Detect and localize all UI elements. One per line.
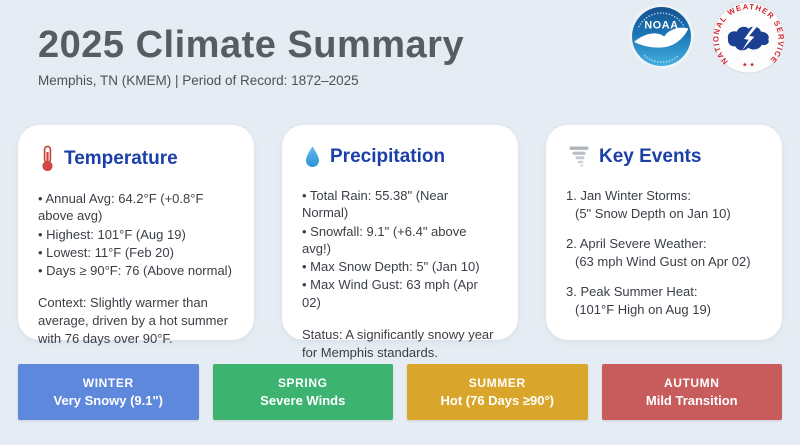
key-events-card: Key Events 1. Jan Winter Storms: (5" Sno…: [546, 125, 782, 340]
tornado-icon: [568, 145, 590, 169]
temperature-bullet: • Days ≥ 90°F: 76 (Above normal): [38, 263, 232, 279]
temperature-list: • Annual Avg: 64.2°F (+0.8°F above avg) •…: [38, 190, 234, 279]
winter-bar: WINTER Very Snowy (9.1"): [18, 364, 199, 420]
precipitation-bullet: • Max Snow Depth: 5" (Jan 10): [302, 259, 480, 275]
season-bars: WINTER Very Snowy (9.1") SPRING Severe W…: [18, 364, 782, 420]
nws-stars: ★ ★: [742, 62, 755, 69]
season-name: AUTUMN: [663, 376, 720, 390]
season-name: WINTER: [82, 376, 134, 390]
season-description: Hot (76 Days ≥90°): [440, 393, 554, 408]
key-events-card-header: Key Events: [568, 145, 762, 169]
temperature-bullet: • Annual Avg: 64.2°F (+0.8°F above avg): [38, 191, 204, 224]
summer-bar: SUMMER Hot (76 Days ≥90°): [407, 364, 588, 420]
precipitation-bullet: • Total Rain: 55.38" (Near Normal): [302, 188, 449, 221]
event-item: 3. Peak Summer Heat: (101°F High on Aug …: [566, 283, 762, 318]
temperature-card-header: Temperature: [40, 145, 234, 172]
season-description: Very Snowy (9.1"): [53, 393, 163, 408]
thermometer-icon: [40, 145, 55, 172]
precipitation-list: • Total Rain: 55.38" (Near Normal) • Snow…: [302, 187, 498, 311]
event-item: 1. Jan Winter Storms: (5" Snow Depth on …: [566, 187, 762, 222]
summary-cards: Temperature • Annual Avg: 64.2°F (+0.8°F…: [18, 125, 782, 360]
event-detail: (101°F High on Aug 19): [575, 301, 712, 317]
page-title: 2025 Climate Summary: [38, 24, 465, 66]
noaa-logo-text: NOAA: [644, 19, 678, 31]
event-title: 2. April Severe Weather:: [566, 236, 707, 252]
precipitation-bullet: • Snowfall: 9.1" (+6.4" above avg!): [302, 223, 467, 256]
temperature-card-title: Temperature: [64, 147, 178, 169]
autumn-bar: AUTUMN Mild Transition: [601, 364, 782, 420]
spring-bar: SPRING Severe Winds: [212, 364, 393, 420]
season-name: SUMMER: [468, 376, 526, 390]
temperature-bullet: • Lowest: 11°F (Feb 20): [38, 244, 174, 260]
event-detail: (63 mph Wind Gust on Apr 02): [575, 253, 751, 269]
season-description: Severe Winds: [260, 393, 346, 408]
key-events-list: 1. Jan Winter Storms: (5" Snow Depth on …: [566, 187, 762, 318]
precipitation-card-header: Precipitation: [304, 145, 498, 169]
event-title: 1. Jan Winter Storms:: [566, 188, 691, 203]
temperature-context: Context: Slightly warmer than average, d…: [38, 295, 229, 346]
temperature-card: Temperature • Annual Avg: 64.2°F (+0.8°F…: [18, 125, 254, 346]
droplet-icon: [304, 145, 321, 169]
temperature-bullet: • Highest: 101°F (Aug 19): [38, 226, 186, 242]
event-title: 3. Peak Summer Heat:: [566, 284, 698, 300]
key-events-card-title: Key Events: [599, 146, 702, 167]
precipitation-card: Precipitation • Total Rain: 55.38" (Near…: [282, 125, 518, 360]
nws-logo-icon: NATIONAL WEATHER SERVICE ★ ★: [712, 1, 785, 79]
precipitation-card-title: Precipitation: [330, 146, 446, 167]
season-description: Mild Transition: [645, 393, 738, 408]
precipitation-bullet: • Max Wind Gust: 63 mph (Apr 02): [302, 277, 478, 310]
season-name: SPRING: [277, 376, 328, 390]
noaa-logo-icon: NOAA: [628, 3, 695, 75]
page-subtitle: Memphis, TN (KMEM) | Period of Record: 1…: [38, 73, 359, 88]
precipitation-status: Status: A significantly snowy year for M…: [302, 326, 494, 360]
event-item: 2. April Severe Weather: (63 mph Wind Gu…: [566, 235, 762, 270]
event-detail: (5" Snow Depth on Jan 10): [575, 205, 731, 221]
